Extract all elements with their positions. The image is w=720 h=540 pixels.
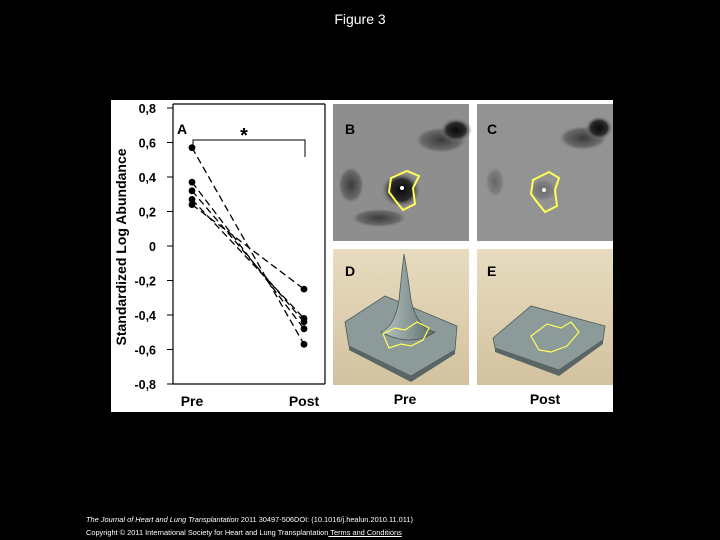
surface-plot-e: E: [477, 249, 613, 385]
footer-journal: The Journal of Heart and Lung Transplant…: [86, 515, 239, 524]
footer-doi: 2011 30497-506DOI: (10.1016/j.healun.201…: [238, 515, 413, 524]
footer-copyright-line: Copyright © 2011 International Society f…: [86, 528, 402, 537]
gel-b-bottom-spot: [349, 208, 409, 228]
data-point: [188, 201, 196, 208]
surface-e-spot-outline: [530, 321, 580, 353]
gel-image-b: B: [333, 104, 472, 241]
panel-b-label: B: [345, 121, 355, 137]
gel-image-c: C: [477, 104, 613, 241]
y-tick-label: -0,6: [134, 344, 156, 358]
surface-pre-label: Pre: [394, 391, 417, 407]
panel-a-label: A: [177, 121, 187, 137]
surface-d-peak: [380, 253, 437, 341]
data-point: [188, 187, 196, 195]
gel-b-spot-center: [400, 186, 404, 190]
data-point: [188, 178, 196, 186]
y-tick-label: 0,6: [139, 137, 156, 151]
x-tick-pre: Pre: [181, 393, 204, 409]
gel-c-left-spot: [485, 166, 505, 198]
figure-panel: 0,8 0,6 0,4 0,2 0 -0,2 -0,4 -0,6 -0,8 A * Standa…: [111, 100, 613, 412]
surface-post-label: Post: [530, 391, 561, 407]
surface-e-edge: [495, 340, 603, 376]
y-tick-label: 0: [149, 240, 156, 254]
gel-c-spot-center: [542, 188, 546, 192]
footer-citation: The Journal of Heart and Lung Transplant…: [86, 515, 413, 524]
chart-a: 0,8 0,6 0,4 0,2 0 -0,2 -0,4 -0,6 -0,8 A * Standa…: [113, 102, 326, 409]
panel-c-label: C: [487, 121, 497, 137]
gel-b-spot-outline: [387, 169, 421, 212]
y-tick-label: 0,2: [139, 206, 156, 220]
gel-b-left-spot: [337, 165, 365, 205]
panel-d-label: D: [345, 263, 355, 279]
series-line: [191, 147, 305, 345]
y-tick-label: -0,2: [134, 275, 156, 289]
series-line: [191, 190, 305, 323]
series-line: [191, 204, 305, 290]
data-point: [188, 144, 196, 152]
surface-plot-d: D: [333, 249, 469, 385]
y-tick-label: -0,4: [134, 309, 156, 323]
y-tick-label: -0,8: [134, 378, 156, 392]
data-point: [300, 315, 308, 322]
data-point: [300, 285, 308, 293]
surface-d-edge: [349, 346, 455, 382]
series-points: [188, 144, 308, 348]
significance-bracket: [192, 139, 306, 157]
series-lines: [191, 147, 305, 345]
y-tick-label: 0,8: [139, 102, 156, 116]
gel-c-corner-spot: [585, 116, 613, 140]
y-axis-label: Standardized Log Abundance: [113, 148, 129, 345]
x-tick-post: Post: [289, 393, 320, 409]
data-point: [188, 196, 196, 203]
gel-b-corner-spot: [440, 118, 472, 142]
data-point: [300, 325, 308, 333]
series-line: [191, 181, 305, 330]
gel-c-spot-outline: [529, 170, 561, 214]
series-line: [191, 198, 305, 319]
slide-title: Figure 3: [334, 11, 386, 27]
data-point: [300, 340, 308, 348]
significance-marker: *: [240, 125, 248, 147]
figure-svg: 0,8 0,6 0,4 0,2 0 -0,2 -0,4 -0,6 -0,8 A * Standa…: [113, 102, 613, 409]
surface-d-spot-outline: [382, 321, 430, 349]
terms-link[interactable]: Terms and Conditions: [328, 528, 402, 537]
y-ticks: 0,8 0,6 0,4 0,2 0 -0,2 -0,4 -0,6 -0,8: [134, 102, 173, 392]
y-tick-label: 0,4: [139, 171, 156, 185]
footer-copyright: Copyright © 2011 International Society f…: [86, 528, 329, 537]
panel-e-label: E: [487, 263, 496, 279]
